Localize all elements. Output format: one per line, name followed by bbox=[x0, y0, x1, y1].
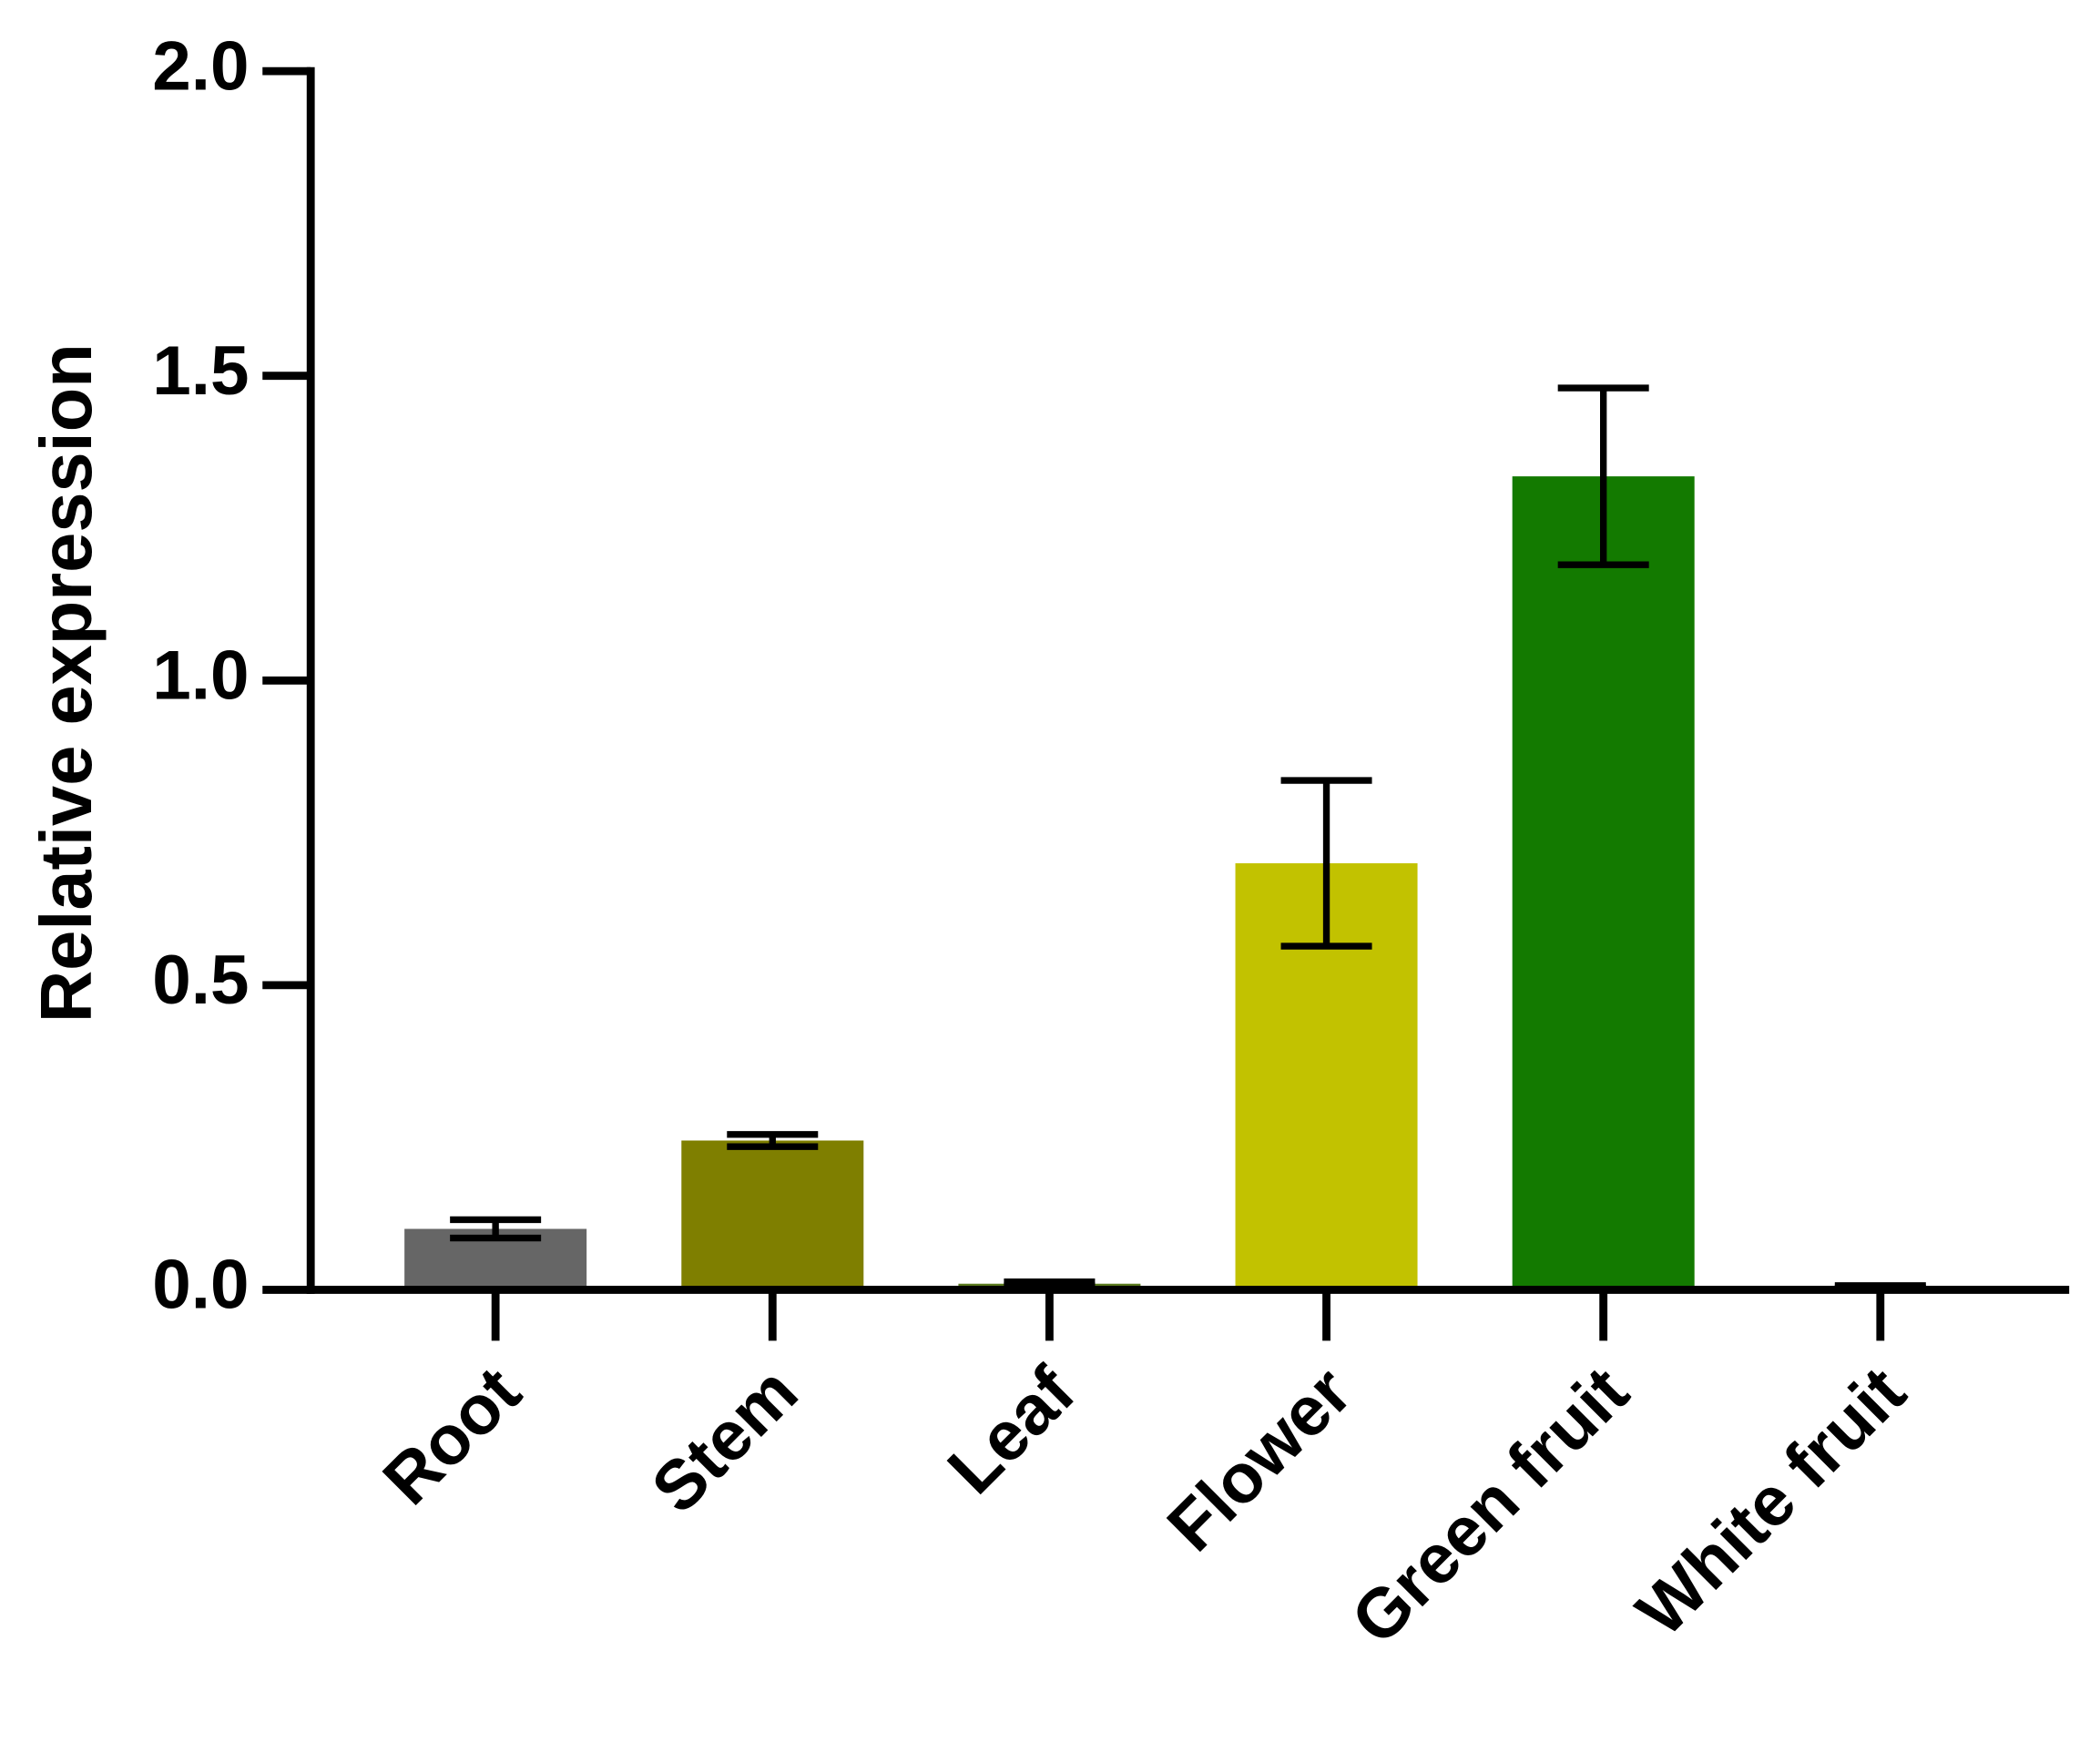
y-tick-label: 0.5 bbox=[152, 942, 249, 1019]
x-tick-label: White fruit bbox=[1622, 1353, 1920, 1651]
y-axis-label: Relative expression bbox=[25, 343, 107, 1023]
y-tick-label: 1.5 bbox=[152, 332, 249, 410]
x-tick-label: Green fruit bbox=[1337, 1353, 1644, 1660]
x-tick-label: Stem bbox=[637, 1353, 812, 1528]
x-tick-label: Leaf bbox=[933, 1352, 1090, 1509]
y-tick-label: 1.0 bbox=[152, 637, 249, 714]
bar bbox=[1512, 476, 1695, 1290]
bar bbox=[681, 1140, 864, 1290]
x-tick-label: Flower bbox=[1153, 1353, 1366, 1566]
x-tick-label: Root bbox=[369, 1353, 535, 1520]
y-tick-label: 2.0 bbox=[152, 27, 249, 105]
y-tick-label: 0.0 bbox=[152, 1247, 249, 1324]
